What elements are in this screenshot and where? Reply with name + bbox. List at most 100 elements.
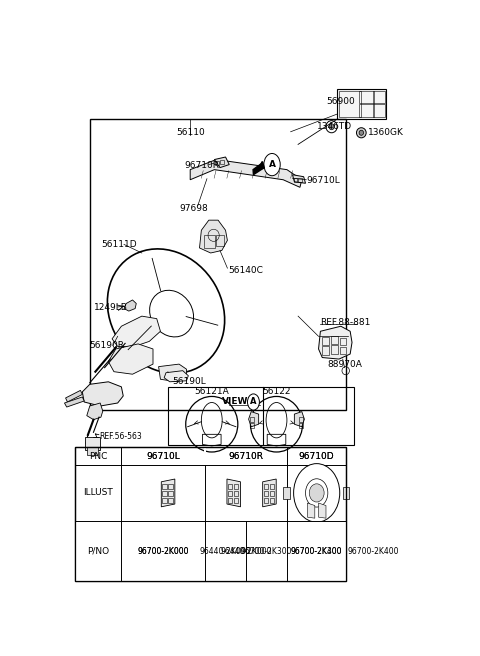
Circle shape — [264, 154, 280, 176]
Polygon shape — [292, 174, 305, 183]
Circle shape — [248, 394, 259, 410]
Polygon shape — [158, 364, 186, 382]
Polygon shape — [161, 479, 175, 507]
Text: 96710R: 96710R — [228, 452, 264, 461]
Text: 1346TD: 1346TD — [317, 122, 352, 131]
Bar — [228, 484, 232, 489]
Polygon shape — [64, 397, 84, 407]
Bar — [340, 338, 346, 346]
Text: REF.56-563: REF.56-563 — [99, 432, 142, 441]
Bar — [204, 447, 206, 465]
Bar — [360, 104, 374, 117]
Text: 56110: 56110 — [176, 129, 204, 137]
Text: 56190L: 56190L — [172, 377, 206, 386]
Text: 96710L: 96710L — [306, 176, 340, 185]
Bar — [90, 119, 347, 409]
Bar — [331, 346, 338, 354]
Text: 56122: 56122 — [262, 388, 291, 396]
Text: 96710L: 96710L — [146, 452, 180, 461]
Bar — [220, 160, 224, 164]
Bar — [162, 499, 167, 503]
Bar — [228, 499, 232, 503]
Polygon shape — [87, 403, 103, 420]
Bar — [234, 499, 238, 503]
Bar — [322, 346, 329, 354]
Bar — [343, 487, 349, 499]
Text: 96700-2K300: 96700-2K300 — [291, 546, 342, 556]
Bar — [75, 447, 347, 581]
Polygon shape — [108, 344, 153, 374]
Text: 96710R: 96710R — [228, 452, 264, 461]
Text: 96700-2K400: 96700-2K400 — [291, 546, 342, 556]
Bar — [216, 161, 219, 165]
Bar — [299, 423, 303, 428]
Polygon shape — [164, 371, 188, 382]
Bar — [270, 499, 274, 503]
Text: 56190R: 56190R — [90, 341, 125, 350]
Text: 97698: 97698 — [179, 204, 208, 213]
Polygon shape — [319, 326, 352, 359]
Bar — [162, 484, 167, 489]
Bar — [168, 387, 354, 445]
Text: A: A — [250, 398, 257, 407]
Text: 96710D: 96710D — [299, 452, 335, 461]
Text: 56111D: 56111D — [101, 240, 136, 249]
Bar — [373, 91, 385, 103]
Bar — [299, 417, 303, 422]
Polygon shape — [215, 157, 229, 168]
Text: REF.88-881: REF.88-881 — [321, 318, 371, 327]
Polygon shape — [66, 390, 83, 402]
Polygon shape — [319, 503, 326, 518]
Bar — [337, 89, 385, 119]
Bar — [250, 423, 254, 428]
Bar — [168, 491, 173, 497]
Text: 56900: 56900 — [326, 97, 355, 106]
Bar — [168, 499, 173, 503]
Ellipse shape — [309, 484, 324, 502]
Text: ILLUST: ILLUST — [83, 489, 113, 497]
Text: 96440-2K000: 96440-2K000 — [220, 546, 272, 556]
Text: PNC: PNC — [89, 452, 108, 461]
Text: 1249LB: 1249LB — [94, 302, 127, 312]
Bar — [322, 337, 329, 346]
Bar — [234, 484, 238, 489]
Polygon shape — [307, 503, 315, 518]
Text: 56140C: 56140C — [228, 266, 263, 275]
Text: 96710L: 96710L — [146, 452, 180, 461]
Bar — [299, 178, 302, 182]
Bar — [373, 104, 385, 117]
Ellipse shape — [359, 131, 363, 135]
Text: A: A — [268, 160, 276, 169]
Text: 96440-2K000: 96440-2K000 — [200, 546, 252, 556]
Text: 96700-2K400: 96700-2K400 — [348, 546, 399, 556]
Polygon shape — [227, 479, 240, 507]
Bar — [75, 447, 347, 581]
Polygon shape — [263, 479, 276, 507]
Polygon shape — [294, 411, 304, 427]
Ellipse shape — [294, 464, 340, 522]
Bar — [168, 484, 173, 489]
Bar — [75, 521, 347, 581]
Bar — [283, 487, 290, 499]
Bar — [294, 178, 297, 182]
Bar — [204, 236, 216, 248]
Text: 96700-2K000: 96700-2K000 — [137, 546, 189, 556]
Bar — [264, 499, 268, 503]
Bar — [331, 337, 338, 344]
Bar — [228, 491, 232, 497]
Bar — [360, 91, 374, 103]
Text: P/NO: P/NO — [87, 546, 109, 556]
Polygon shape — [190, 159, 302, 188]
Polygon shape — [83, 382, 123, 406]
Ellipse shape — [329, 124, 334, 130]
Text: 56121A: 56121A — [194, 388, 229, 396]
Bar — [340, 347, 346, 354]
Text: 1360GK: 1360GK — [368, 129, 404, 137]
Text: 96710R: 96710R — [185, 161, 220, 170]
Bar — [250, 417, 254, 422]
Polygon shape — [253, 163, 264, 174]
Polygon shape — [112, 316, 160, 346]
Text: 96700-2K000: 96700-2K000 — [137, 546, 189, 556]
Bar — [87, 447, 98, 455]
Ellipse shape — [357, 128, 366, 138]
